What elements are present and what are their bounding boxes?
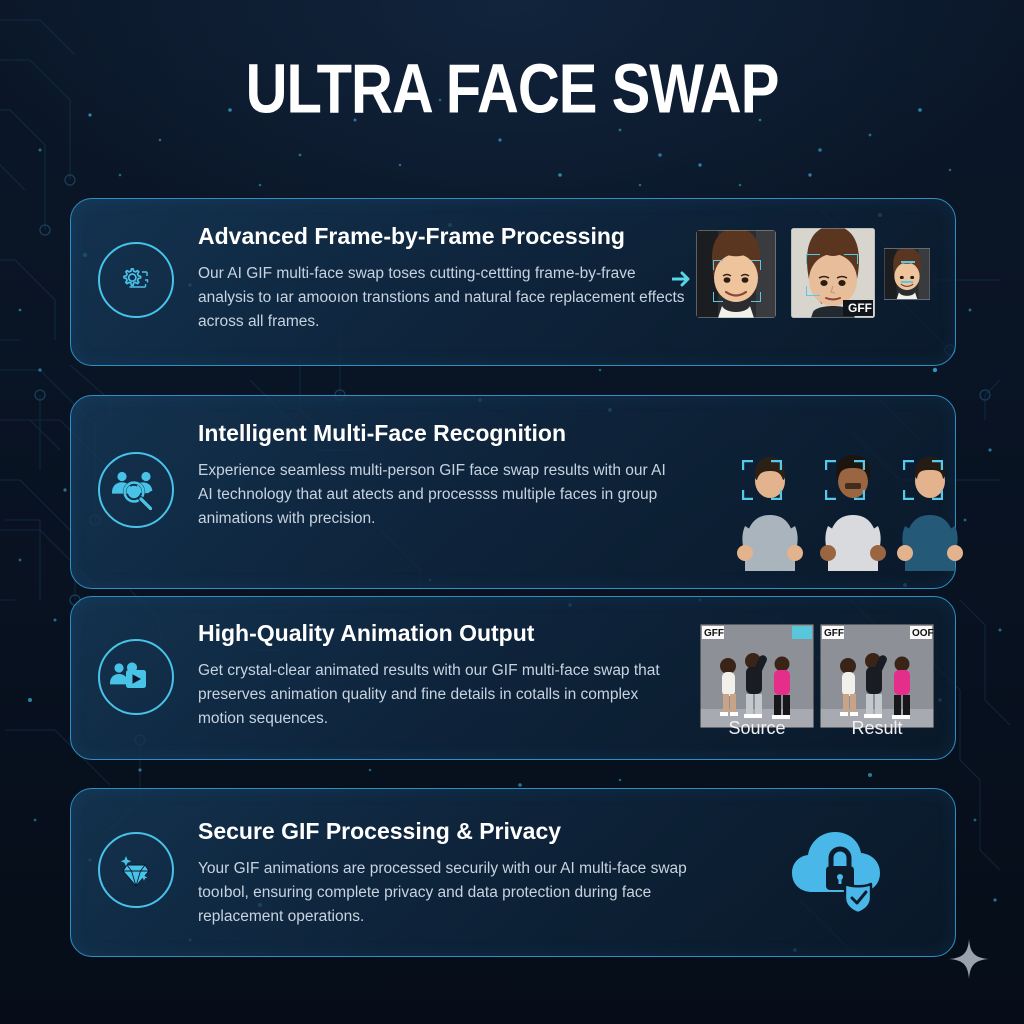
svg-text:GFF: GFF [848,301,872,315]
svg-text:GFF: GFF [704,628,724,639]
svg-text:OOF: OOF [912,628,934,639]
svg-text:GFF: GFF [824,628,844,639]
